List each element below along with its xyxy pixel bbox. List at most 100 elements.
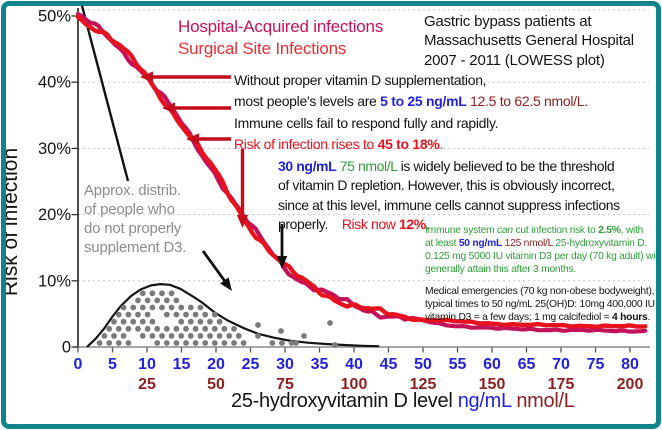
x-tick-ngml: 75 [587,356,605,373]
note-line: at least 50 ng/mL 125 nmol/L 25-hydroxyv… [425,237,659,250]
y-tick-label: 30% [38,140,71,158]
x-tick-nmol: 75 [276,376,294,393]
distribution-label: Approx. distrib. of people who do not pr… [84,181,186,257]
duration-value: 4 hours [612,312,648,324]
x-tick-ngml: 30 [276,356,294,373]
medical-emergencies-note: Medical emergencies (70 kg non-obese bod… [425,285,655,324]
x-tick-ngml: 35 [311,356,329,373]
y-tick-label: 20% [38,206,71,224]
chart-title-line1: Hospital-Acquired infections [178,17,384,36]
distribution-curve [86,283,380,348]
x-tick-ngml: 80 [621,356,639,373]
annotation-arrows [140,71,288,291]
study-line: 2007 - 2011 (LOWESS plot) [424,51,605,69]
x-tick-ngml: 70 [552,356,570,373]
x-tick-ngml: 20 [207,356,225,373]
axis-tick-labels: 50% 40% 30% 20% 10% 00 5 10 15 20 25 30 35 40 45 50 55 60… [0,8,643,394]
x-tick-nmol: 125 [410,376,437,393]
label-line: supplement D3. [84,239,187,256]
x-tick-ngml: 15 [173,356,191,373]
note-line: typical times to 50 ng/mL 25(OH)D: 10mg … [425,298,655,311]
red-left-arrow-2 [162,102,231,114]
risk-value: 2.5% [598,225,621,236]
distribution-label-arrow [201,250,232,291]
ngml-value: 30 ng/mL [278,158,337,174]
x-tick-nmol: 25 [138,376,156,393]
x-tick-nmol: 50 [207,376,225,393]
red-left-arrow-3 [186,133,231,145]
note-line: of vitamin D repletion. However, this is… [278,176,620,195]
text-segment: can [497,225,513,236]
reference-line [79,1,130,182]
text-segment: 0.125 mg 5000 IU vitamin D3 per day (70 … [425,251,660,263]
y-tick-label: 40% [38,74,71,92]
y-axis-title: Risk of infection [0,148,22,296]
y-tick-label: 0 [62,339,71,357]
note-line: Immune cells fail to respond fully and r… [234,113,588,134]
text-segment: . [439,135,444,152]
immune-system-note: Immune system can cut infection risk to … [425,224,660,276]
note-line: Without proper vitamin D supplementation… [234,70,588,91]
x-tick-ngml: 25 [242,356,260,373]
distribution-dots [96,290,338,348]
text-segment: . [647,312,651,324]
x-axis-unit-nmol: nmol/L [511,390,575,412]
text-segment: . [425,215,430,232]
note-line: 0.125 mg 5000 IU vitamin D3 per day (70 … [425,250,660,263]
x-axis-title: 25-hydroxyvitamin D level ng/mL nmol/L [231,390,575,413]
nmol-value: 75 nmol/L [336,158,398,174]
ngml-value: 50 ng/mL [458,238,503,250]
steep-reference-line [79,1,130,182]
nmol-value: 125 nmol/L [502,238,553,250]
note-line: 30 ng/mL 75 nmol/L is widely believed to… [278,157,620,176]
label-line: of people who [84,201,175,218]
text-segment: Immune system [425,225,498,236]
x-tick-nmol: 100 [341,376,368,393]
x-tick-ngml: 65 [518,356,536,373]
text-segment: cut infection risk to [512,225,599,236]
chart-title: Hospital-Acquired infections Surgical Si… [178,16,383,59]
study-info: Gastric bypass patients at Massachusetts… [424,12,634,70]
ngml-range-value: 5 to 25 ng/mL [380,93,467,110]
risk-range-value: 45 to 18% [377,135,440,152]
nmol-range-value: 12.5 to 62.5 nmol/L. [466,93,588,110]
x-tick-nmol: 150 [479,376,506,393]
red-down-arrow [236,149,249,228]
study-line: Gastric bypass patients at [424,13,592,30]
text-segment: Immune cells fail to respond fully and r… [234,114,499,131]
text-segment: since at this level, immune cells cannot… [278,196,620,213]
text-segment: is widely believed to be the threshold [397,158,615,174]
note-line: most people's levels are 5 to 25 ng/mL 1… [234,91,588,112]
note-line: Immune system can cut infection risk to … [425,224,659,237]
text-segment: most people's levels are [234,93,381,110]
x-tick-ngml: 5 [108,356,117,373]
x-tick-nmol: 200 [617,376,644,393]
x-axis-title-text: 25-hydroxyvitamin D level [231,390,458,412]
text-segment: Medical emergencies (70 kg non-obese bod… [425,286,655,297]
text-segment: generally attain this after 3 months. [425,264,577,276]
label-line: do not properly [84,220,182,237]
supplementation-note: Without proper vitamin D supplementation… [234,70,588,155]
note-line: since at this level, immune cells cannot… [278,196,620,215]
x-axis-unit-ngml: ng/mL [457,390,512,412]
axes [71,8,650,353]
x-tick-ngml: 60 [483,356,501,373]
gridlines [78,9,649,282]
threshold-note: 30 ng/mL 75 nmol/L is widely believed to… [278,157,620,234]
text-segment: Without proper vitamin D supplementation… [234,72,487,88]
x-tick-ngml: 0 [74,356,83,373]
text-segment: 25-hydroxyvitamin D. [552,238,648,250]
text-segment: of vitamin D repletion. However, this is… [278,177,615,194]
y-tick-label: 50% [38,8,71,26]
note-line-risk: Risk of infection rises to 45 to 18%. [234,134,588,155]
text-segment: vitamin D3 = a few days; 1 mg calcifedio… [425,312,613,324]
y-tick-label: 10% [38,272,71,290]
label-line: Approx. distrib. [84,182,181,199]
x-tick-ngml: 10 [138,356,156,373]
note-line: properly. Risk now 12%. [278,215,620,234]
text-segment: properly. [278,215,328,232]
x-tick-ngml: 40 [345,356,363,373]
text-segment: Risk now [341,215,399,232]
